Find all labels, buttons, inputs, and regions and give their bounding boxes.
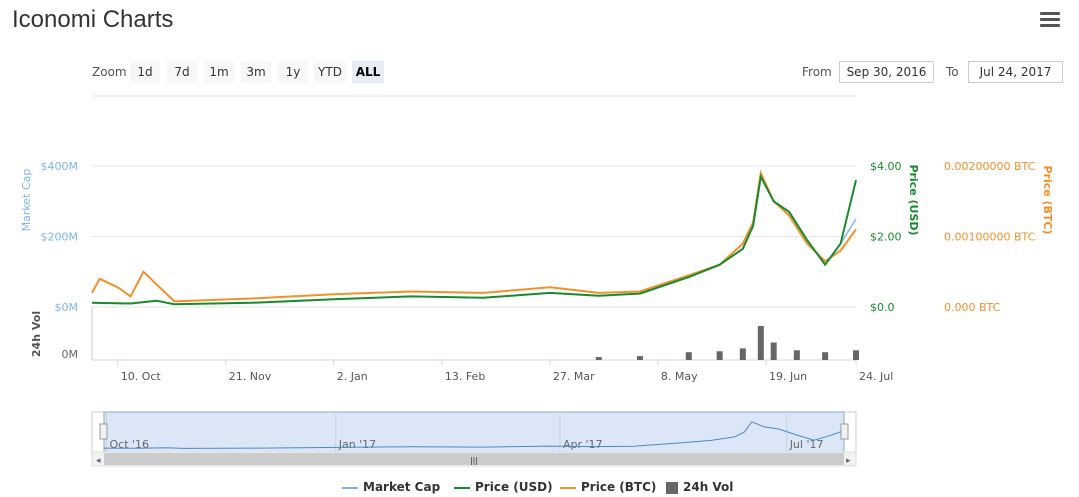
navigator-handle-right [840, 423, 849, 440]
volume-bar [822, 352, 829, 360]
range-to-label: To [946, 65, 959, 79]
navigator-tick-label: Jul '17 [789, 438, 824, 451]
range-from-input[interactable]: Sep 30, 2016 [839, 61, 934, 83]
scrollbar-grip: ||| [470, 456, 478, 465]
legend-item-24h-vol[interactable]: 24h Vol [666, 480, 733, 494]
legend-label-price-btc: Price (BTC) [581, 480, 657, 494]
volume-tick-label: 0M [62, 348, 79, 361]
btc-tick-label: 0.000 BTC [944, 301, 1001, 314]
zoom-button-7d[interactable]: 7d [167, 61, 197, 83]
volume-bar [716, 351, 723, 360]
volume-bar [595, 357, 602, 360]
x-tick-label: 19. Jun [769, 370, 807, 383]
x-tick-label: 2. Jan [337, 370, 368, 383]
x-tick-label: 24. Jul [859, 370, 893, 383]
usd-axis-title: Price (USD) [907, 164, 920, 235]
volume-bar [770, 342, 777, 360]
legend-swatch-price-btc [560, 486, 576, 489]
volume-bar [793, 350, 800, 360]
x-tick-label: 21. Nov [229, 370, 272, 383]
hamburger-menu-icon[interactable] [1040, 12, 1060, 30]
market-cap-axis-title: Market Cap [20, 169, 33, 232]
usd-tick-label: $2.00 [870, 231, 902, 244]
legend-swatch-24h-vol [666, 481, 678, 494]
volume-bar [757, 326, 764, 360]
scrollbar-left-arrow: ◂ [96, 456, 101, 466]
btc-tick-label: 0.00100000 BTC [944, 231, 1036, 244]
btc-axis-title: Price (BTC) [1041, 165, 1054, 234]
series-line-price-usd [91, 173, 857, 306]
x-tick-label: 10. Oct [121, 370, 162, 383]
volume-bar [739, 348, 746, 360]
series-line-market-cap [91, 174, 857, 305]
navigator-tick-label: Apr '17 [563, 438, 603, 451]
navigator-tick-label: Oct '16 [109, 438, 149, 451]
page-title: Iconomi Charts [12, 6, 174, 33]
legend-label-24h-vol: 24h Vol [683, 480, 734, 494]
volume-bar [636, 356, 643, 360]
range-to-input[interactable]: Jul 24, 2017 [968, 61, 1063, 83]
zoom-button-all[interactable]: ALL [352, 61, 384, 83]
legend-item-market-cap[interactable]: Market Cap [342, 480, 440, 494]
scrollbar-right-arrow: ▸ [846, 456, 851, 466]
market-cap-tick-label: $200M [41, 231, 79, 244]
volume-bar [853, 350, 859, 360]
navigator-tick-label: Jan '17 [338, 438, 376, 451]
market-cap-tick-label: $0M [55, 301, 79, 314]
usd-tick-label: $4.00 [870, 160, 902, 173]
x-tick-label: 8. May [661, 370, 698, 383]
zoom-button-1d[interactable]: 1d [130, 61, 160, 83]
zoom-button-1m[interactable]: 1m [204, 61, 234, 83]
zoom-button-1y[interactable]: 1y [278, 61, 308, 83]
x-tick-label: 27. Mar [553, 370, 595, 383]
legend-label-market-cap: Market Cap [363, 480, 441, 494]
legend-item-price-btc[interactable]: Price (BTC) [560, 480, 656, 494]
usd-tick-label: $0.0 [870, 301, 895, 314]
zoom-label: Zoom [92, 65, 127, 79]
legend-item-price-usd[interactable]: Price (USD) [454, 480, 553, 494]
range-from-label: From [802, 65, 832, 79]
legend-swatch-price-usd [454, 486, 470, 489]
scrollbar-thumb [104, 453, 844, 465]
navigator-series-line [103, 421, 845, 449]
zoom-button-3m[interactable]: 3m [241, 61, 271, 83]
chart-svg: $0M $200M $400M Market Cap 0M 24h Vol $0.0 $2.0… [20, 95, 1054, 467]
x-tick-label: 13. Feb [445, 370, 485, 383]
zoom-button-ytd[interactable]: YTD [314, 61, 346, 83]
volume-bar [685, 352, 692, 360]
series-line-price-btc [91, 169, 857, 303]
volume-axis-title: 24h Vol [30, 311, 43, 357]
legend-swatch-market-cap [342, 486, 358, 489]
navigator-selection [103, 411, 845, 453]
market-cap-tick-label: $400M [41, 160, 79, 173]
legend-label-price-usd: Price (USD) [475, 480, 553, 494]
btc-tick-label: 0.00200000 BTC [944, 160, 1036, 173]
navigator-handle-left [99, 423, 108, 440]
